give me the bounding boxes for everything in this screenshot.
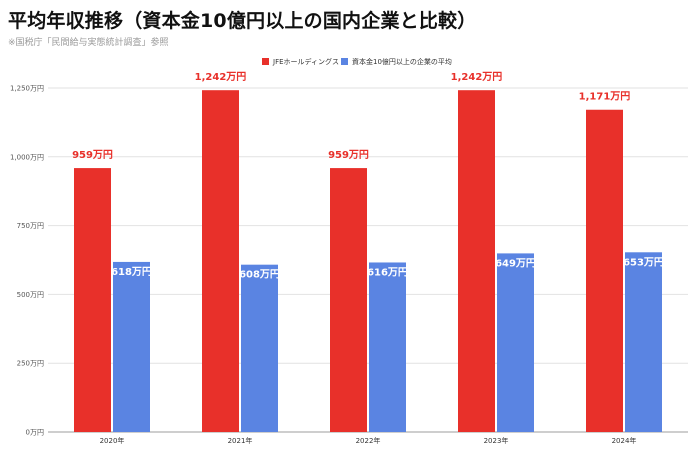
data-label: 649万円	[495, 257, 536, 269]
bar	[497, 253, 534, 432]
bar	[241, 264, 278, 432]
bar	[369, 262, 406, 432]
data-label: 616万円	[367, 266, 408, 278]
chart-subtitle: ※国税庁「民間給与実態統計調査」参照	[8, 38, 169, 48]
data-label: 1,171万円	[579, 91, 631, 103]
y-tick-label: 1,000万円	[10, 153, 44, 161]
y-tick-label: 500万円	[17, 291, 44, 299]
y-tick-label: 1,250万円	[10, 85, 44, 93]
bar	[586, 109, 623, 433]
x-tick-label: 2021年	[228, 436, 253, 445]
data-label: 959万円	[72, 149, 113, 161]
bar	[202, 90, 239, 432]
legend-swatch	[341, 58, 348, 65]
y-tick-label: 250万円	[17, 360, 44, 368]
legend-swatch	[262, 58, 269, 65]
y-tick-label: 0万円	[26, 429, 44, 437]
bar	[330, 168, 367, 433]
data-label: 1,242万円	[195, 71, 247, 83]
bar	[113, 261, 150, 432]
bar	[625, 252, 662, 432]
bar	[74, 168, 111, 433]
data-label: 959万円	[328, 149, 369, 161]
legend-label: 資本金10億円以上の企業の平均	[352, 57, 452, 66]
data-label: 1,242万円	[451, 71, 503, 83]
data-label: 653万円	[623, 256, 664, 268]
data-label: 608万円	[239, 269, 280, 281]
data-label: 618万円	[111, 266, 152, 278]
x-tick-label: 2024年	[612, 436, 637, 445]
legend-label: JFEホールディングス	[272, 57, 339, 66]
y-tick-label: 750万円	[17, 222, 44, 230]
x-tick-label: 2023年	[484, 436, 509, 445]
chart-title: 平均年収推移（資本金10億円以上の国内企業と比較）	[8, 10, 477, 32]
bar	[458, 90, 495, 432]
x-tick-label: 2020年	[100, 436, 125, 445]
x-tick-label: 2022年	[356, 436, 381, 445]
